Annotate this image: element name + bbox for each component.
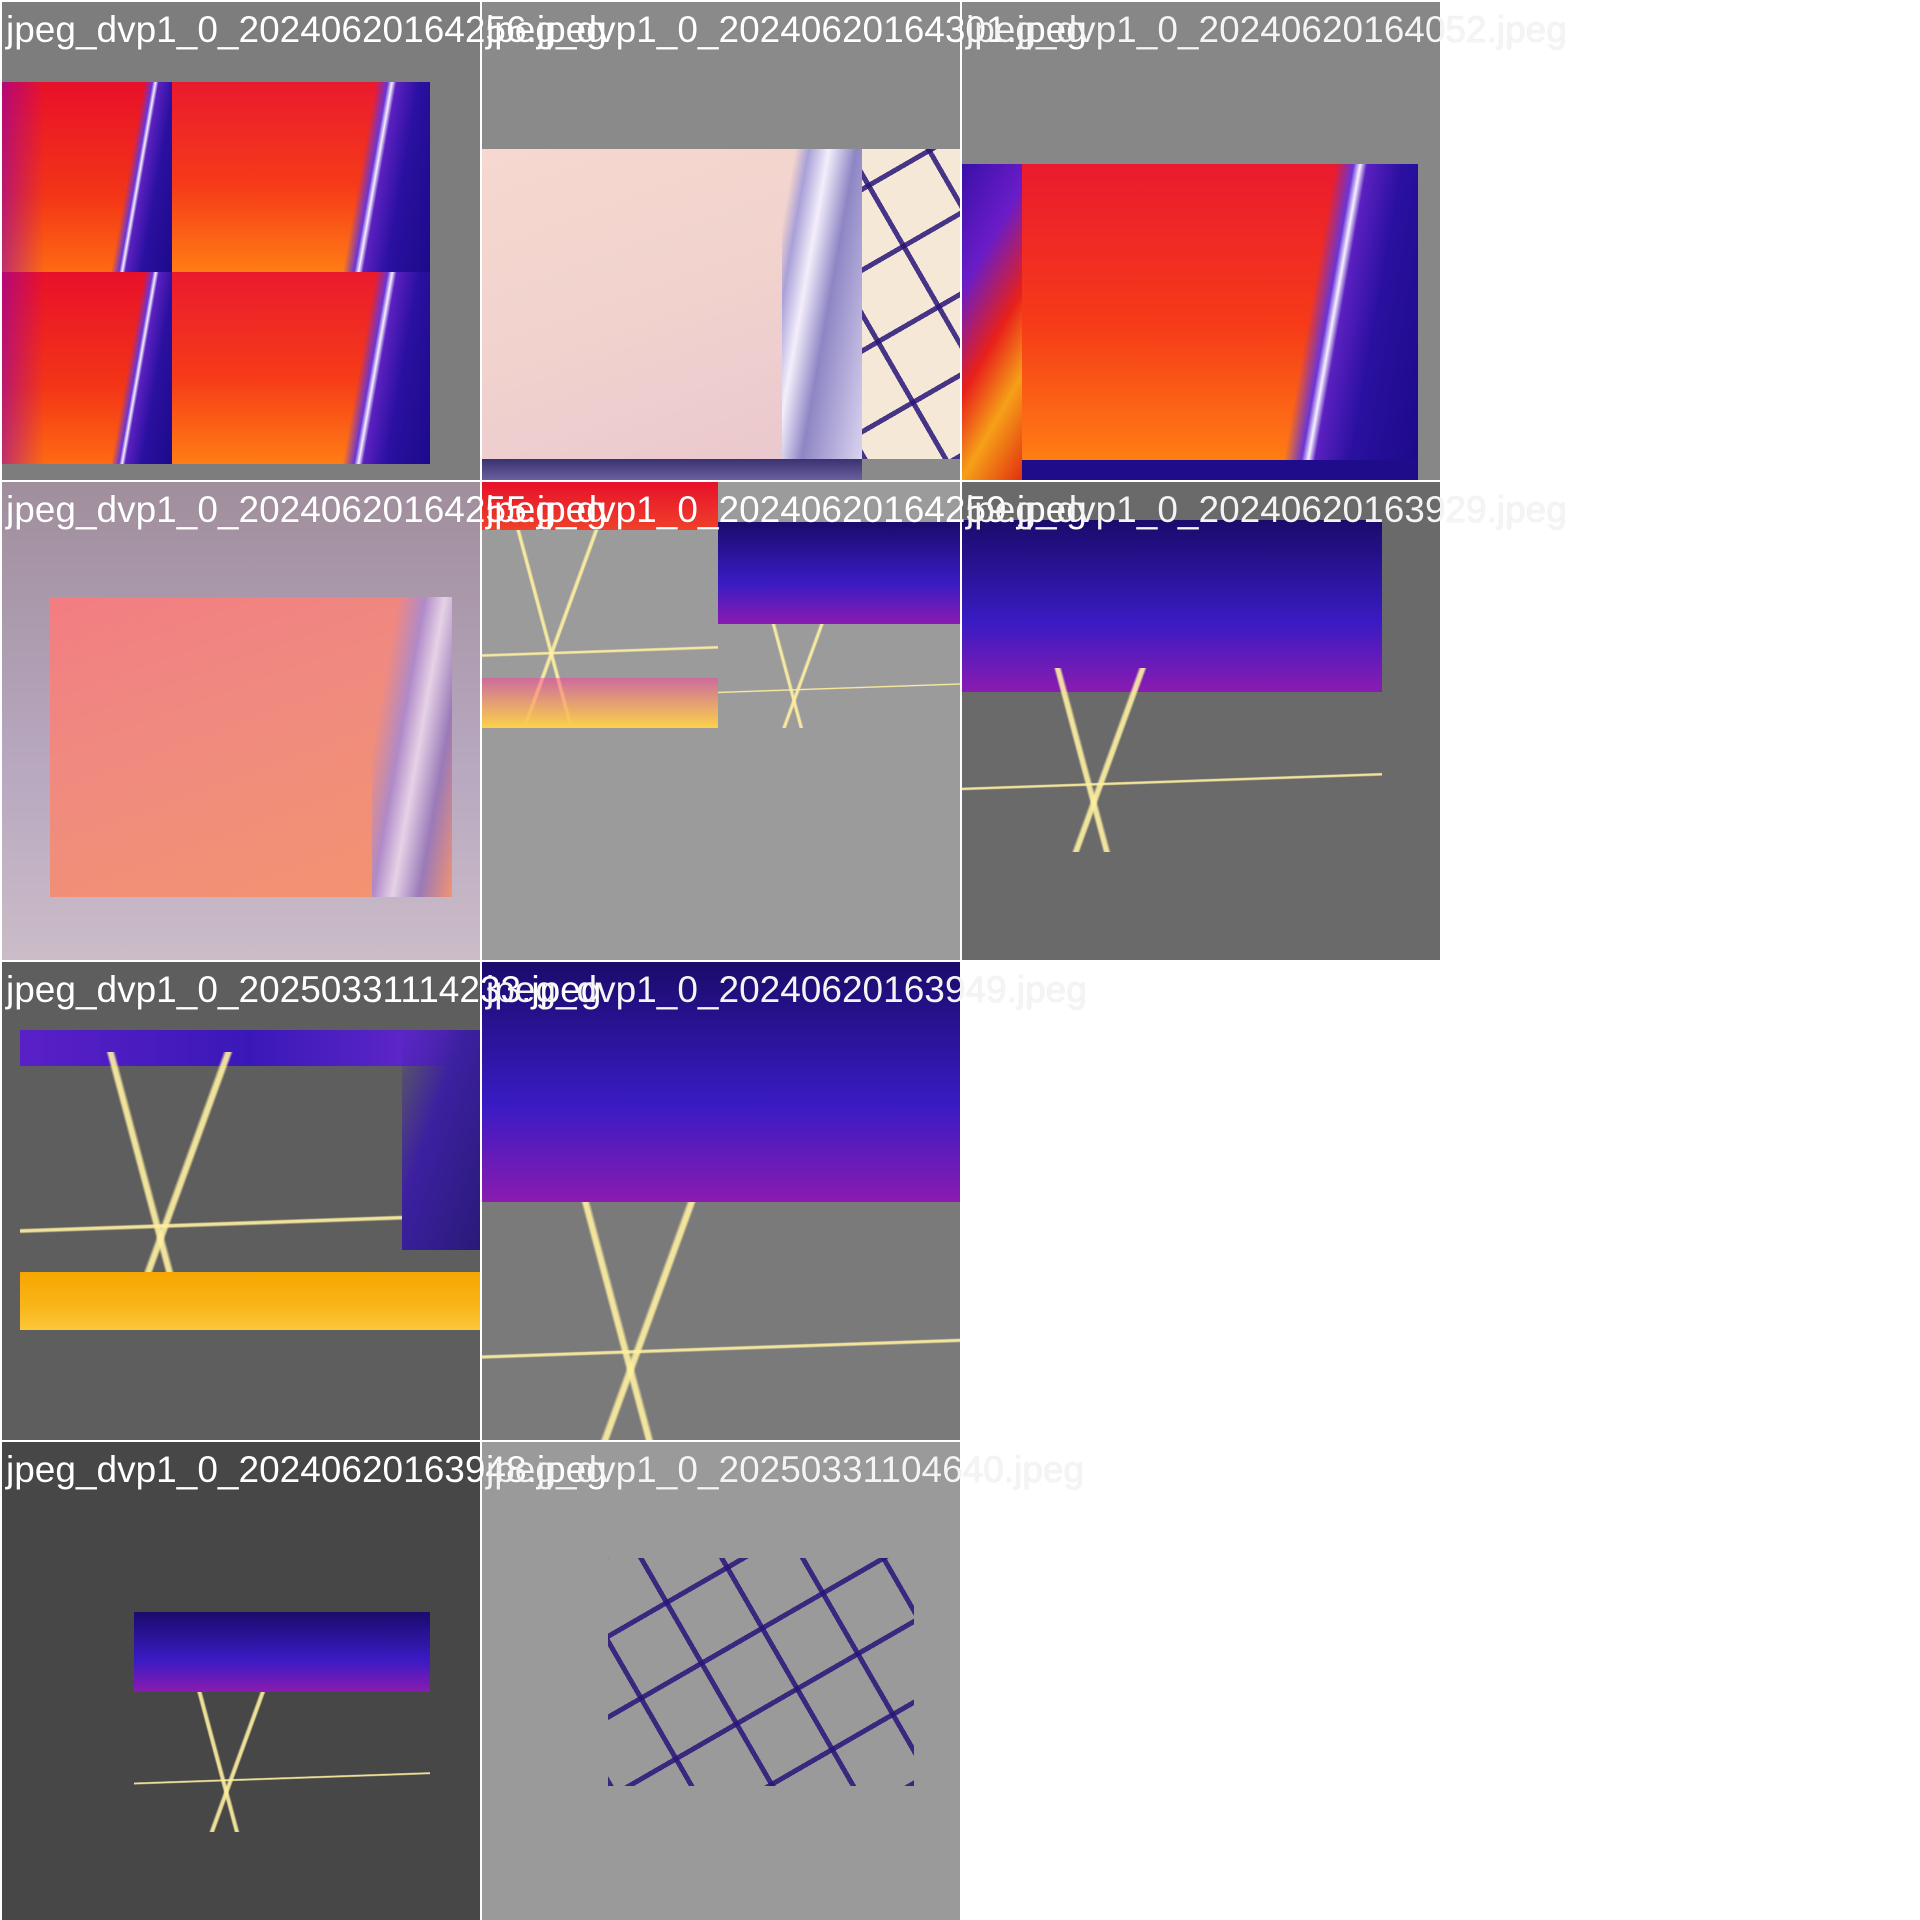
mosaic-tile[interactable]: jpeg_dvp1_0_20250331104640.jpeg xyxy=(482,1442,1084,1920)
thermal-image xyxy=(482,1202,960,1440)
thermal-image xyxy=(372,597,452,897)
mosaic-tile[interactable]: jpeg_dvp1_0_20250331114233.jpeg xyxy=(2,962,601,1440)
thermal-image xyxy=(172,272,430,464)
mosaic-tile[interactable]: jpeg_dvp1_0_20240620164259.jpeg xyxy=(482,482,1087,960)
mosaic-tile[interactable]: jpeg_dvp1_0_20240620164052.jpeg xyxy=(962,2,1567,480)
thermal-image xyxy=(134,1692,430,1832)
thermal-image xyxy=(962,164,1022,480)
thermal-image xyxy=(608,1558,914,1786)
thermal-image xyxy=(172,82,430,272)
thermal-image xyxy=(1022,164,1418,460)
thermal-image xyxy=(962,668,1382,852)
thermal-image xyxy=(782,149,862,459)
mosaic-tile[interactable]: jpeg_dvp1_0_20240620163948.jpeg xyxy=(2,1442,607,1920)
mosaic-tile[interactable]: jpeg_dvp1_0_20240620164255.jpeg xyxy=(2,482,607,960)
thermal-image xyxy=(134,1612,430,1692)
thermal-image xyxy=(482,459,862,480)
thermal-image xyxy=(718,522,960,624)
thermal-image xyxy=(482,678,718,728)
thermal-image xyxy=(402,1030,480,1250)
thermal-image xyxy=(718,624,960,728)
mosaic-tile[interactable]: jpeg_dvp1_0_20240620164256.jpeg xyxy=(2,2,607,480)
thermal-image xyxy=(20,1272,480,1330)
thermal-image xyxy=(962,520,1382,692)
thermal-image xyxy=(862,149,960,459)
thermal-image xyxy=(482,482,718,530)
mosaic-tile[interactable]: jpeg_dvp1_0_20240620164301.jpeg xyxy=(482,2,1087,480)
thermal-image xyxy=(1022,460,1418,480)
thermal-image xyxy=(2,272,172,464)
mosaic-tile[interactable]: jpeg_dvp1_0_20240620163949.jpeg xyxy=(482,962,1087,1440)
thermal-image xyxy=(2,82,172,272)
thermal-image xyxy=(482,962,960,1202)
mosaic-tile[interactable]: jpeg_dvp1_0_20240620163929.jpeg xyxy=(962,482,1567,960)
